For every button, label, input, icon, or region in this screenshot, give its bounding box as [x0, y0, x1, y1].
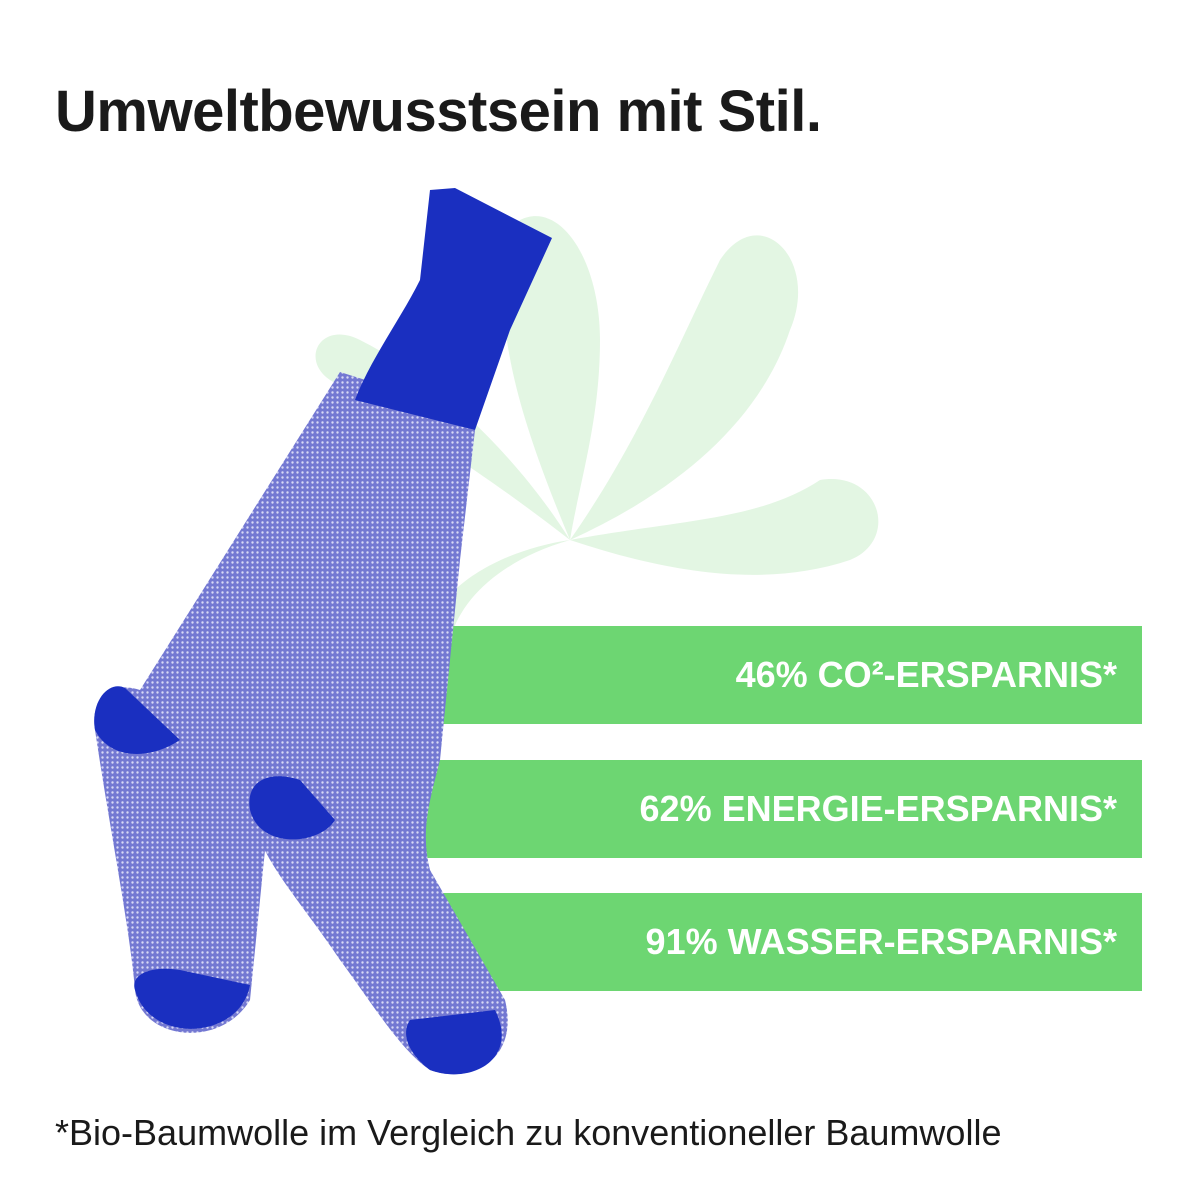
stat-water-savings: 91% WASSER-ERSPARNIS* — [420, 893, 1142, 991]
footnote: *Bio-Baumwolle im Vergleich zu konventio… — [55, 1112, 1002, 1153]
stat-energy-savings: 62% ENERGIE-ERSPARNIS* — [420, 760, 1142, 858]
front-sock — [249, 398, 508, 1075]
back-sock-toe — [134, 968, 250, 1029]
front-sock-toe — [406, 1010, 502, 1075]
sock-cuff — [355, 188, 552, 430]
back-sock-heel — [94, 686, 180, 754]
front-sock-heel — [249, 776, 335, 840]
stat-co2-savings: 46% CO²-ERSPARNIS* — [420, 626, 1142, 724]
page-title: Umweltbewusstsein mit Stil. — [55, 79, 822, 144]
